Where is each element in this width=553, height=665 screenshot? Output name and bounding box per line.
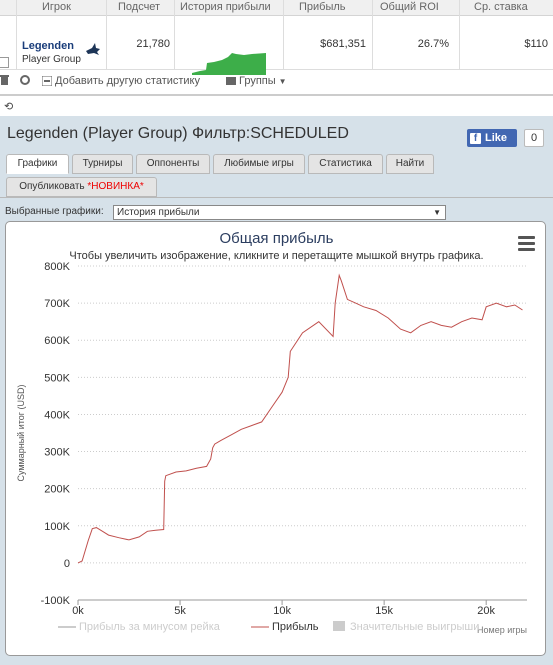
header-profit-history[interactable]: История прибыли bbox=[180, 1, 271, 13]
y-tick-label: 500K bbox=[44, 372, 70, 384]
chart-select-value: История прибыли bbox=[117, 207, 200, 218]
trash-icon[interactable] bbox=[0, 75, 9, 85]
y-tick-label: 800K bbox=[44, 261, 70, 273]
x-tick-label: 0k bbox=[72, 605, 84, 617]
series-line-profit bbox=[77, 273, 523, 564]
y-tick-label: 400K bbox=[44, 409, 70, 421]
tab-charts[interactable]: Графики bbox=[6, 154, 69, 174]
y-tick-label: 0 bbox=[64, 558, 70, 570]
table-row[interactable]: Legenden Player Group 21,780 $681,351 26… bbox=[0, 17, 553, 75]
y-tick-label: 100K bbox=[44, 521, 70, 533]
y-tick-label: 200K bbox=[44, 484, 70, 496]
table-header: Игрок Подсчет История прибыли Прибыль Об… bbox=[0, 0, 553, 16]
shark-icon bbox=[86, 43, 100, 55]
profit-sparkline bbox=[192, 53, 266, 75]
like-label: Like bbox=[485, 132, 508, 144]
chart-select[interactable]: История прибыли ▼ bbox=[113, 205, 446, 220]
player-name-link[interactable]: Legenden bbox=[22, 40, 74, 52]
x-tick-label: 10k bbox=[273, 605, 291, 617]
tab-publish[interactable]: Опубликовать *НОВИНКА* bbox=[6, 177, 157, 197]
groups-label: Группы bbox=[239, 75, 276, 87]
facebook-like-button[interactable]: f Like bbox=[467, 129, 517, 147]
add-stat-icon bbox=[42, 76, 52, 86]
chart-selector-row: Выбранные графики: История прибыли ▼ bbox=[0, 202, 553, 222]
tab-favorite-games[interactable]: Любимые игры bbox=[213, 154, 305, 174]
panel-title: Legenden (Player Group) Фильтр:SCHEDULED bbox=[7, 125, 349, 142]
player-group-label: Player Group bbox=[22, 54, 81, 65]
y-tick-label: 700K bbox=[44, 298, 70, 310]
y-axis-label: Суммарный итог (USD) bbox=[16, 384, 26, 481]
chart-selector-label: Выбранные графики: bbox=[5, 206, 104, 217]
y-tick-label: -100K bbox=[41, 595, 71, 607]
chart-container[interactable]: Общая прибыль Чтобы увеличить изображени… bbox=[5, 221, 546, 656]
x-tick-label: 5k bbox=[174, 605, 186, 617]
row-checkbox[interactable] bbox=[0, 57, 9, 68]
tab-statistics[interactable]: Статистика bbox=[308, 154, 383, 174]
publish-label: Опубликовать bbox=[19, 181, 85, 192]
profit-chart-svg[interactable]: -100K 0 100K 200K 300K 400K 500K 600K 700K 800K 0k… bbox=[6, 222, 547, 657]
new-badge: *НОВИНКА* bbox=[87, 181, 144, 192]
tab-tournaments[interactable]: Турниры bbox=[72, 154, 133, 174]
header-roi[interactable]: Общий ROI bbox=[380, 1, 439, 13]
like-count: 0 bbox=[524, 129, 544, 147]
chevron-down-icon: ▼ bbox=[278, 76, 287, 86]
legend-item-net: Прибыль за минусом рейка bbox=[79, 621, 221, 633]
header-count[interactable]: Подсчет bbox=[118, 1, 161, 13]
x-tick-label: 15k bbox=[375, 605, 393, 617]
legend-item-profit: Прибыль bbox=[272, 621, 319, 633]
roi-value: 26.7% bbox=[417, 38, 449, 50]
table-toolbar: Добавить другую статистику Группы ▼ bbox=[0, 72, 553, 92]
count-value: 21,780 bbox=[136, 38, 170, 50]
divider bbox=[0, 94, 553, 96]
chart-menu-icon[interactable] bbox=[518, 236, 535, 254]
header-player[interactable]: Игрок bbox=[42, 1, 71, 13]
header-avg-stake[interactable]: Ср. ставка bbox=[474, 1, 528, 13]
settings-icon[interactable] bbox=[20, 75, 30, 85]
legend-item-big-wins: Значительные выигрыши bbox=[350, 621, 479, 633]
tab-find[interactable]: Найти bbox=[386, 154, 434, 174]
chevron-down-icon: ▼ bbox=[433, 208, 441, 217]
chart-subtitle: Чтобы увеличить изображение, кликните и … bbox=[69, 250, 484, 262]
legend-symbol-big-wins bbox=[333, 621, 345, 631]
avg-stake-value: $110 bbox=[524, 38, 548, 50]
refresh-icon[interactable]: ⟲ bbox=[4, 101, 14, 113]
tab-baseline bbox=[0, 197, 553, 198]
player-panel: Legenden (Player Group) Фильтр:SCHEDULED… bbox=[0, 116, 553, 665]
add-stat-button[interactable]: Добавить другую статистику bbox=[42, 75, 200, 87]
profit-value: $681,351 bbox=[320, 38, 366, 50]
y-tick-label: 300K bbox=[44, 447, 70, 459]
groups-icon bbox=[226, 77, 236, 85]
stats-table: Игрок Подсчет История прибыли Прибыль Об… bbox=[0, 0, 553, 75]
y-tick-label: 600K bbox=[44, 335, 70, 347]
groups-dropdown[interactable]: Группы ▼ bbox=[226, 75, 287, 87]
facebook-icon: f bbox=[470, 132, 481, 144]
x-axis-label: Номер игры bbox=[477, 625, 527, 635]
add-stat-label: Добавить другую статистику bbox=[55, 75, 200, 87]
chart-title: Общая прибыль bbox=[219, 230, 334, 247]
x-tick-label: 20k bbox=[477, 605, 495, 617]
tab-opponents[interactable]: Оппоненты bbox=[136, 154, 210, 174]
header-profit[interactable]: Прибыль bbox=[299, 1, 346, 13]
